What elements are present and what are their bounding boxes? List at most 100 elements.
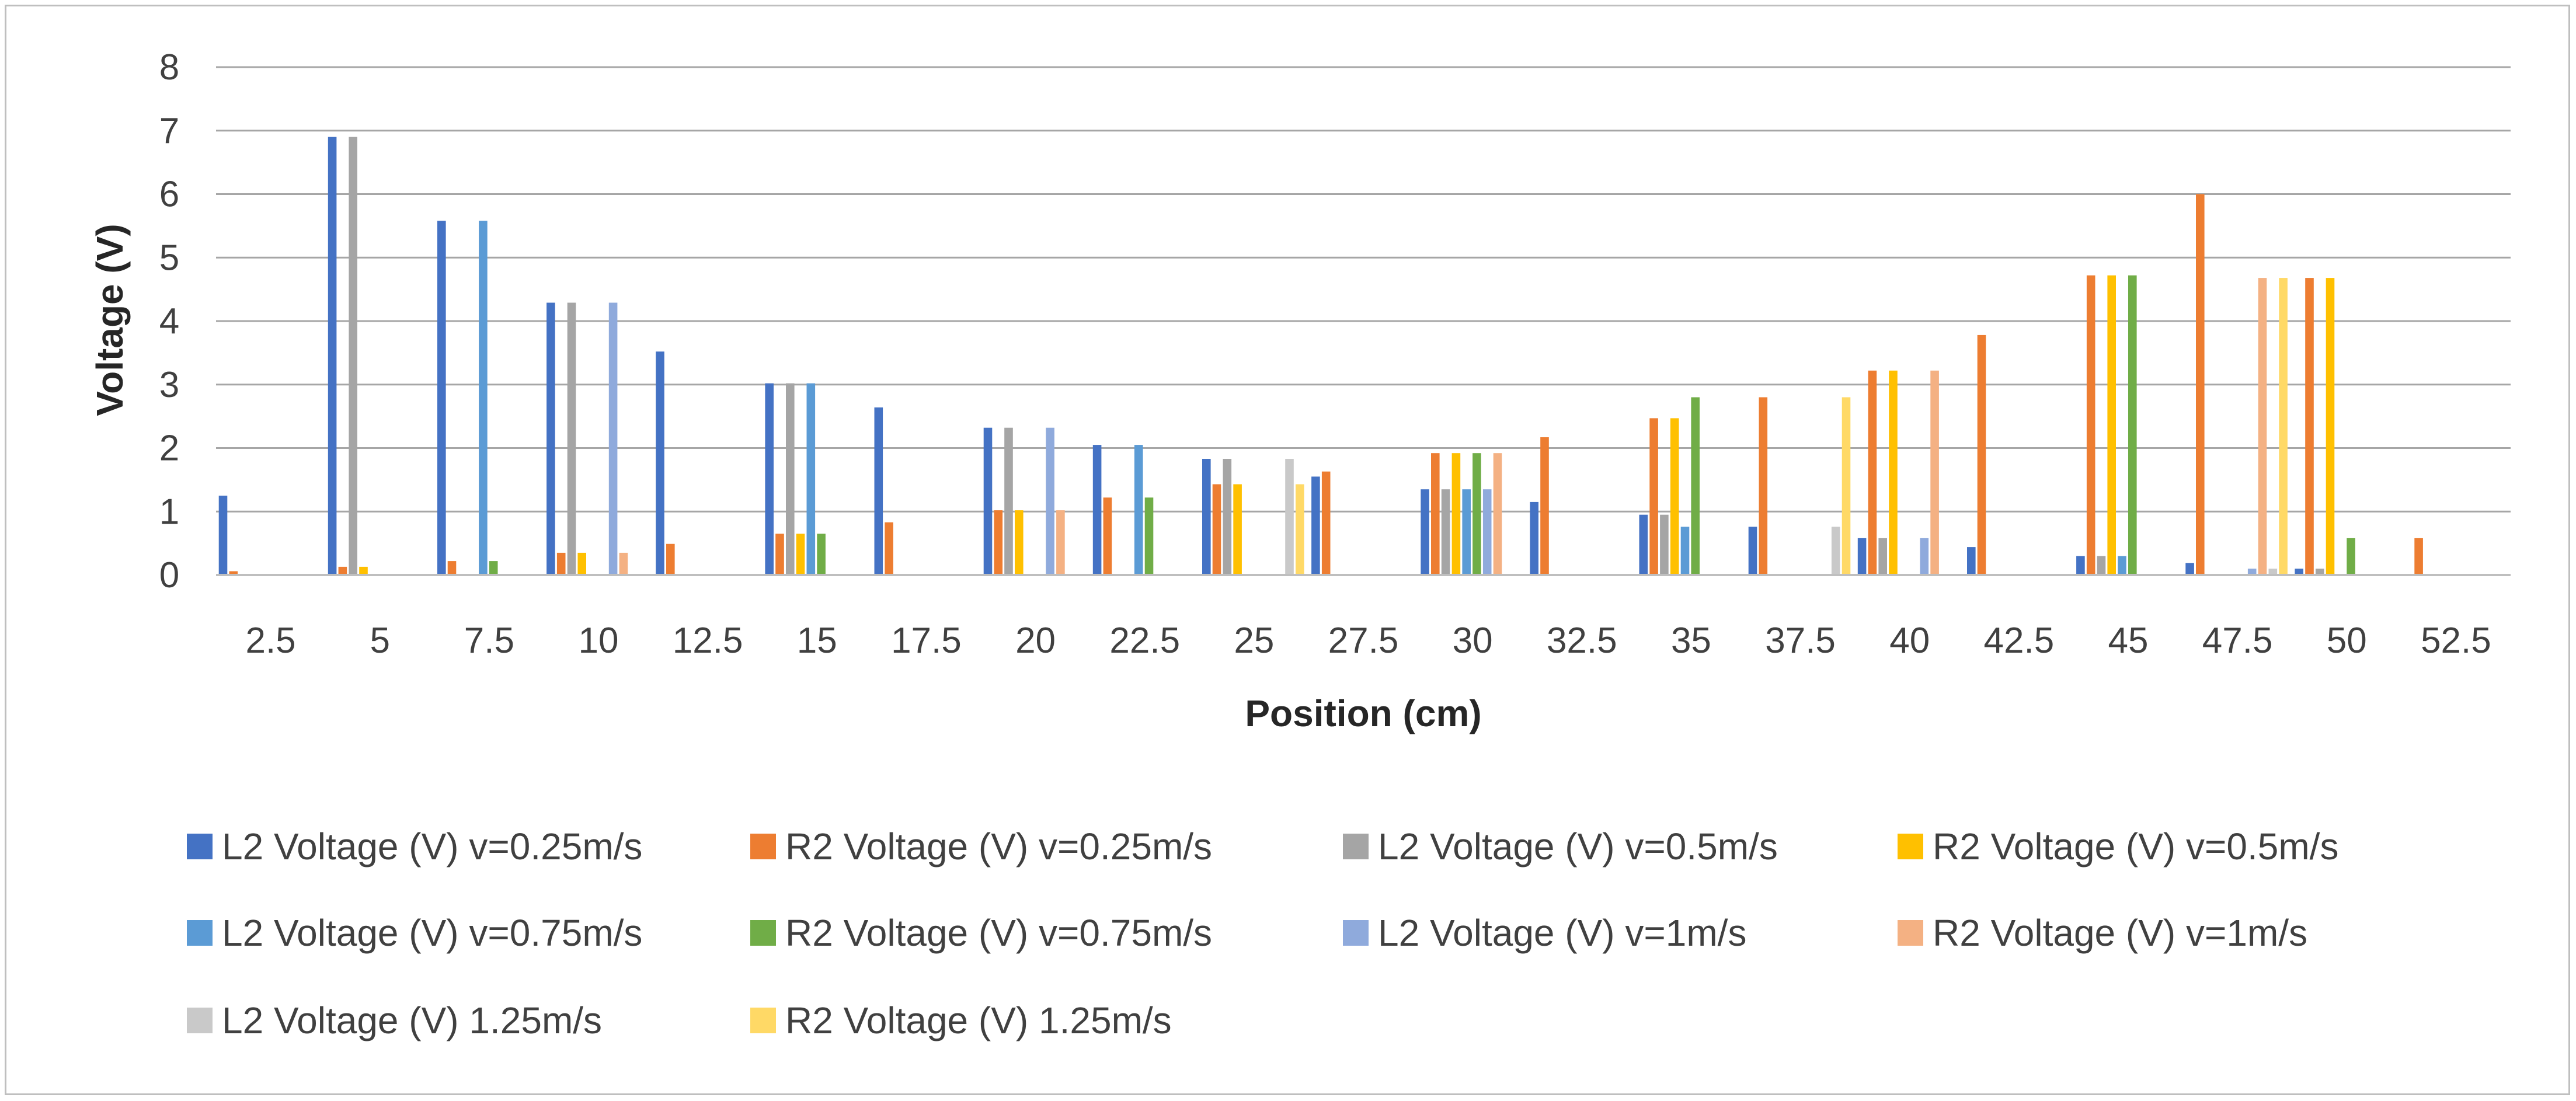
bar (2107, 275, 2116, 575)
legend-swatch (187, 1008, 213, 1033)
bar (1530, 501, 1538, 575)
y-tick-label: 3 (159, 365, 179, 405)
bar (577, 552, 586, 575)
bar (994, 510, 1003, 575)
bar (1691, 397, 1700, 575)
x-tick-label: 50 (2327, 621, 2367, 661)
bar (1977, 335, 1986, 575)
bar (885, 522, 893, 575)
x-tick-label: 22.5 (1109, 621, 1180, 661)
bar (2118, 556, 2126, 575)
x-tick-label: 37.5 (1765, 621, 1836, 661)
bar (218, 496, 228, 575)
bar (983, 427, 993, 575)
bar (1831, 527, 1840, 575)
bar (1092, 445, 1102, 575)
bar (229, 571, 238, 575)
y-tick-label: 5 (159, 238, 179, 278)
bar (2316, 569, 2324, 575)
bar (489, 561, 498, 575)
y-tick-label: 6 (159, 175, 179, 215)
x-axis-title: Position (cm) (1245, 692, 1481, 734)
bar (1540, 437, 1549, 575)
bar (1431, 453, 1440, 575)
bar (2128, 275, 2137, 575)
legend-label: L2 Voltage (V) 1.25m/s (222, 999, 602, 1041)
x-tick-label: 47.5 (2202, 621, 2273, 661)
y-axis-ticks: 0 1 2 3 4 5 6 7 8 (159, 47, 179, 595)
y-tick-label: 4 (159, 301, 179, 342)
bar (2414, 538, 2423, 575)
bar (359, 566, 368, 575)
bar (546, 302, 555, 575)
x-tick-label: 30 (1453, 621, 1493, 661)
bar (447, 561, 457, 575)
x-tick-label: 12.5 (673, 621, 743, 661)
bar (806, 383, 816, 575)
bar (1649, 418, 1658, 575)
legend-label: R2 Voltage (V) v=0.75m/s (785, 912, 1212, 954)
x-tick-label: 52.5 (2421, 621, 2491, 661)
bar (1004, 427, 1013, 575)
bar (338, 566, 347, 575)
bar (2076, 556, 2085, 575)
bar (1144, 497, 1154, 575)
bar (1311, 476, 1320, 575)
x-tick-label: 5 (370, 621, 389, 661)
y-tick-label: 1 (159, 492, 179, 532)
bar (1134, 445, 1143, 575)
bar (2268, 569, 2278, 575)
bar (437, 221, 446, 575)
legend-swatch (1343, 834, 1369, 859)
legend-swatch (187, 834, 213, 859)
bar (1473, 453, 1481, 575)
bar (2347, 538, 2355, 575)
y-tick-label: 7 (159, 111, 179, 151)
bar (666, 543, 675, 575)
bar (765, 383, 774, 575)
bar (1046, 427, 1054, 575)
bar (1889, 370, 1898, 575)
bar (1660, 514, 1669, 575)
bar (1842, 397, 1851, 575)
y-axis-title: Voltage (V) (89, 224, 131, 416)
bar (1321, 471, 1331, 575)
x-tick-label: 7.5 (464, 621, 514, 661)
bar (1212, 484, 1221, 575)
legend-label: R2 Voltage (V) 1.25m/s (785, 999, 1172, 1041)
bar (2086, 275, 2095, 575)
bar (479, 221, 488, 575)
bar (1015, 510, 1024, 575)
bar (1670, 418, 1679, 575)
legend-label: L2 Voltage (V) v=0.75m/s (222, 912, 642, 954)
legend-swatch (1898, 920, 1923, 946)
gridlines (216, 66, 2511, 513)
legend-swatch (750, 1008, 776, 1033)
bar (1857, 538, 1867, 575)
bar (786, 383, 795, 575)
bar (1748, 527, 1757, 575)
bar (1451, 453, 1461, 575)
bar (1639, 514, 1648, 575)
bar (2295, 569, 2303, 575)
bar (1493, 453, 1502, 575)
bar (1462, 489, 1471, 575)
bar (2258, 278, 2267, 575)
x-tick-label: 2.5 (245, 621, 295, 661)
legend-label: L2 Voltage (V) v=0.5m/s (1378, 825, 1778, 867)
legend-swatch (1343, 920, 1369, 946)
legend-label: R2 Voltage (V) v=1m/s (1933, 912, 2307, 954)
bar (328, 137, 337, 576)
bar (2305, 278, 2314, 575)
legend: L2 Voltage (V) v=0.25m/s R2 Voltage (V) v… (187, 825, 2338, 1041)
legend-swatch (1898, 834, 1923, 859)
bar (556, 552, 566, 575)
bar (1202, 459, 1211, 575)
y-tick-label: 2 (159, 428, 179, 469)
bar (2247, 569, 2257, 575)
bar (1930, 370, 1939, 575)
bar (608, 302, 618, 575)
legend-swatch (187, 920, 213, 946)
chart-frame (5, 5, 2570, 1095)
